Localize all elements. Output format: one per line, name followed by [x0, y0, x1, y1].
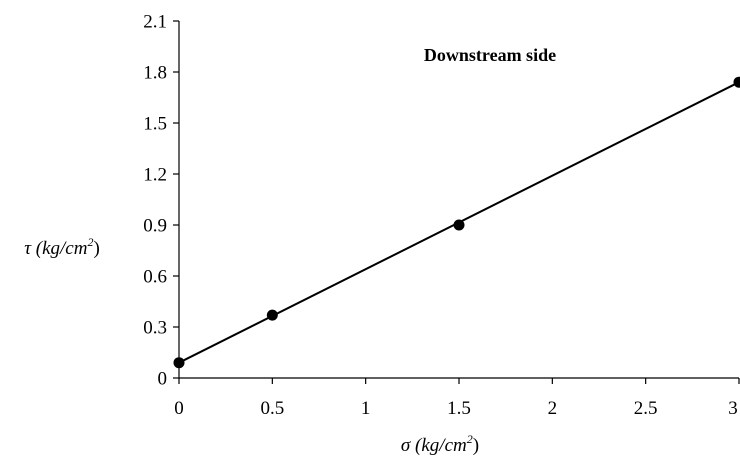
y-tick-label: 1.5	[143, 114, 167, 135]
x-tick-label: 2	[548, 398, 558, 419]
y-axis-label: τ (kg/cm2)	[24, 235, 100, 259]
x-tick-label: 1.5	[447, 398, 471, 419]
x-tick-label: 3	[728, 398, 738, 419]
y-axis-unit-exponent: 2	[87, 235, 93, 249]
y-axis-unit-close: )	[93, 238, 99, 259]
x-axis-label: σ (kg/cm2)	[401, 432, 479, 456]
y-ticks: 0 0.3 0.6 0.9 1.2 1.5 1.8 2.1	[143, 12, 179, 390]
x-axis-unit-exponent: 2	[467, 432, 473, 446]
x-tick-label: 0	[174, 398, 184, 419]
data-point	[733, 76, 740, 88]
y-tick-label: 1.2	[143, 165, 167, 186]
y-tick-label: 0.9	[143, 216, 167, 237]
y-axis-symbol: τ	[24, 238, 32, 259]
data-point	[453, 219, 465, 231]
data-point	[173, 357, 185, 369]
x-axis-symbol: σ	[401, 435, 411, 456]
y-tick-label: 0.6	[143, 267, 167, 288]
y-tick-label: 0	[158, 369, 168, 390]
y-tick-label: 1.8	[143, 63, 167, 84]
data-points	[173, 76, 740, 369]
x-tick-label: 1	[361, 398, 371, 419]
x-ticks: 0 0.5 1 1.5 2 2.5 3	[174, 378, 740, 419]
data-point	[266, 309, 278, 321]
x-tick-label: 0.5	[260, 398, 284, 419]
x-axis-unit-close: )	[473, 435, 479, 456]
y-tick-label: 0.3	[143, 318, 167, 339]
annotation-downstream-side: Downstream side	[424, 45, 556, 65]
x-axis-unit: (kg/cm	[410, 435, 466, 456]
x-tick-label: 2.5	[634, 398, 658, 419]
y-tick-label: 2.1	[143, 12, 167, 33]
y-axis-unit: (kg/cm	[31, 238, 87, 259]
